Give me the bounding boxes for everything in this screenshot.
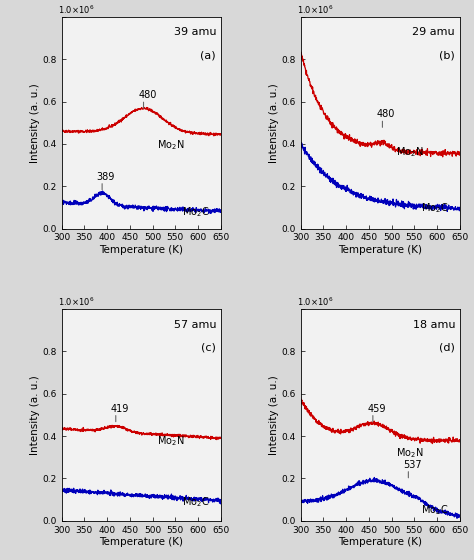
Text: 480: 480 <box>138 90 156 100</box>
Text: Mo$_2$N: Mo$_2$N <box>157 435 185 449</box>
Text: 57 amu: 57 amu <box>173 320 216 330</box>
Text: 1.0$\times$10$^6$: 1.0$\times$10$^6$ <box>297 3 334 16</box>
Y-axis label: Intensity (a. u.): Intensity (a. u.) <box>268 83 279 162</box>
Text: 480: 480 <box>377 109 395 119</box>
Text: 1.0$\times$10$^6$: 1.0$\times$10$^6$ <box>58 296 95 308</box>
Text: (c): (c) <box>201 343 216 353</box>
X-axis label: Temperature (K): Temperature (K) <box>338 245 422 255</box>
Text: 39 amu: 39 amu <box>173 27 216 38</box>
X-axis label: Temperature (K): Temperature (K) <box>99 538 183 548</box>
Text: 1.0$\times$10$^6$: 1.0$\times$10$^6$ <box>58 3 95 16</box>
Text: (b): (b) <box>439 51 455 60</box>
Y-axis label: Intensity (a. u.): Intensity (a. u.) <box>29 83 40 162</box>
X-axis label: Temperature (K): Temperature (K) <box>99 245 183 255</box>
Y-axis label: Intensity (a. u.): Intensity (a. u.) <box>29 375 40 455</box>
Text: 537: 537 <box>403 460 421 470</box>
Text: Mo$_2$C: Mo$_2$C <box>421 503 448 517</box>
Text: 389: 389 <box>97 172 115 182</box>
Text: Mo$_2$C: Mo$_2$C <box>182 205 210 218</box>
X-axis label: Temperature (K): Temperature (K) <box>338 538 422 548</box>
Text: 419: 419 <box>110 404 128 414</box>
Text: 18 amu: 18 amu <box>412 320 455 330</box>
Text: Mo$_2$N: Mo$_2$N <box>157 138 185 152</box>
Text: 1.0$\times$10$^6$: 1.0$\times$10$^6$ <box>297 296 334 308</box>
Text: Mo$_2$N: Mo$_2$N <box>396 146 424 159</box>
Text: Mo$_2$C: Mo$_2$C <box>182 496 210 510</box>
Text: (a): (a) <box>201 51 216 60</box>
Text: (d): (d) <box>439 343 455 353</box>
Text: 29 amu: 29 amu <box>412 27 455 38</box>
Text: Mo$_2$N: Mo$_2$N <box>396 446 424 460</box>
Y-axis label: Intensity (a. u.): Intensity (a. u.) <box>268 375 279 455</box>
Text: 459: 459 <box>367 404 386 414</box>
Text: Mo$_2$C: Mo$_2$C <box>421 201 448 215</box>
